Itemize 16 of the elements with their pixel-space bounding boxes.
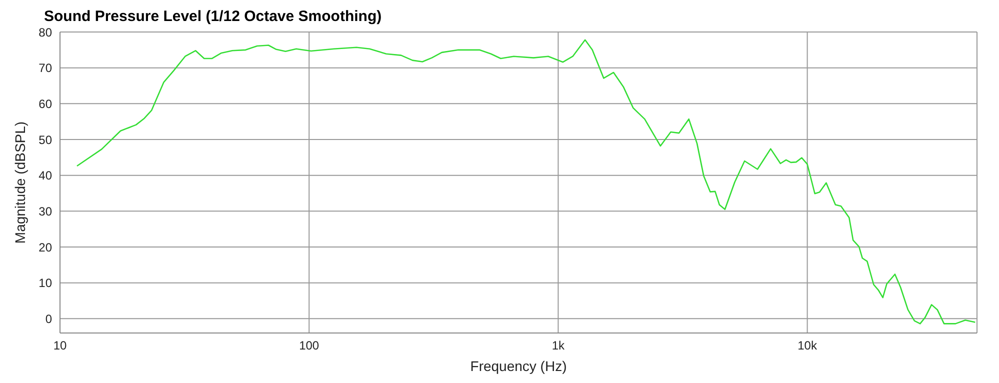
x-tick-label: 10k [798,338,818,353]
chart-title: Sound Pressure Level (1/12 Octave Smoothing) [44,8,383,26]
y-tick-label: 30 [38,204,52,218]
y-tick-label: 60 [38,96,52,111]
y-tick-label: 50 [38,132,52,147]
y-tick-label: 0 [45,312,52,326]
y-tick-label: 10 [38,276,52,290]
x-tick-label: 10 [53,338,67,353]
y-tick-label: 40 [38,168,52,183]
y-tick-label: 80 [38,25,52,40]
y-tick-label: 70 [38,61,52,76]
x-tick-label: 1k [552,338,566,353]
x-tick-label: 100 [299,338,320,353]
y-axis-title: Magnitude (dBSPL) [12,121,28,244]
y-tick-label: 20 [38,240,52,254]
x-axis-title: Frequency (Hz) [470,358,567,374]
